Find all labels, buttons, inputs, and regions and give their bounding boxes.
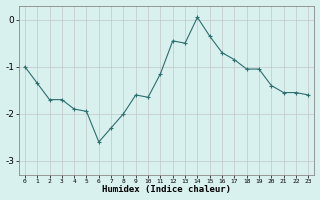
X-axis label: Humidex (Indice chaleur): Humidex (Indice chaleur) bbox=[102, 185, 231, 194]
